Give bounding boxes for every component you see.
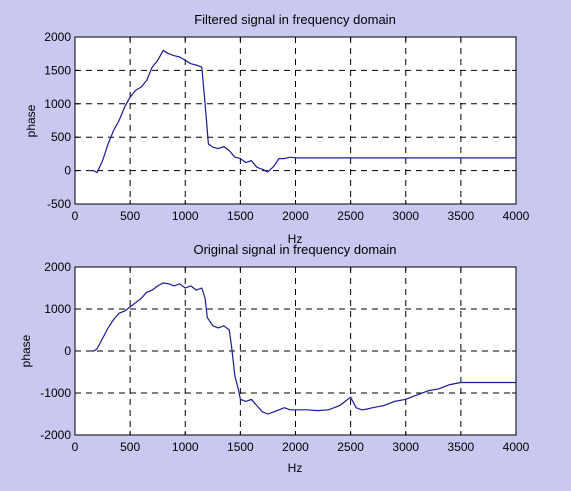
top-plot-xtick-label: 3500 (448, 209, 475, 223)
bottom-plot-xtick-label: 1500 (227, 440, 254, 454)
bottom-plot-ytick-label: 2000 (44, 260, 71, 274)
bottom-plot-ylabel: phase (19, 334, 33, 367)
top-plot-ylabel: phase (24, 104, 38, 137)
top-plot-ytick-label: 1000 (44, 97, 71, 111)
top-plot-series-line (91, 49, 516, 174)
bottom-plot-xtick-label: 3000 (392, 440, 419, 454)
bottom-plot-xtick-label: 3500 (448, 440, 475, 454)
bottom-plot-xtick-label: 4000 (503, 440, 530, 454)
top-plot-ytick-label: 1500 (44, 63, 71, 77)
top-plot-xtick-label: 500 (120, 209, 140, 223)
top-plot-xtick-label: 2500 (337, 209, 364, 223)
top-plot-xtick-label: 1000 (172, 209, 199, 223)
bottom-plot: Original signal in frequency domain Hz p… (19, 242, 530, 475)
bottom-plot-ytick-label: -1000 (40, 386, 71, 400)
top-plot-xtick-label: 0 (72, 209, 79, 223)
top-plot: Filtered signal in frequency domain Hz p… (24, 12, 530, 246)
bottom-plot-ytick-label: -2000 (40, 428, 71, 442)
top-plot-xtick-label: 2000 (282, 209, 309, 223)
bottom-plot-xlabel: Hz (288, 461, 303, 475)
bottom-plot-ytick-label: 1000 (44, 302, 71, 316)
bottom-plot-xtick-label: 2500 (337, 440, 364, 454)
bottom-plot-xtick-label: 0 (72, 440, 79, 454)
top-plot-ytick-label: -500 (47, 197, 71, 211)
bottom-plot-series-line (91, 282, 516, 415)
top-plot-xlabel: Hz (288, 232, 303, 246)
bottom-plot-xtick-label: 500 (120, 440, 140, 454)
bottom-plot-xtick-label: 2000 (282, 440, 309, 454)
top-plot-ytick-label: 0 (64, 164, 71, 178)
top-plot-ytick-label: 2000 (44, 30, 71, 44)
top-plot-xtick-label: 1500 (227, 209, 254, 223)
top-plot-xtick-label: 3000 (392, 209, 419, 223)
top-plot-xtick-label: 4000 (503, 209, 530, 223)
bottom-plot-ytick-label: 0 (64, 344, 71, 358)
top-plot-area (74, 36, 517, 205)
top-plot-ytick-label: 500 (51, 130, 71, 144)
bottom-plot-xtick-label: 1000 (172, 440, 199, 454)
top-plot-title: Filtered signal in frequency domain (194, 12, 396, 27)
bottom-plot-title: Original signal in frequency domain (193, 242, 396, 257)
